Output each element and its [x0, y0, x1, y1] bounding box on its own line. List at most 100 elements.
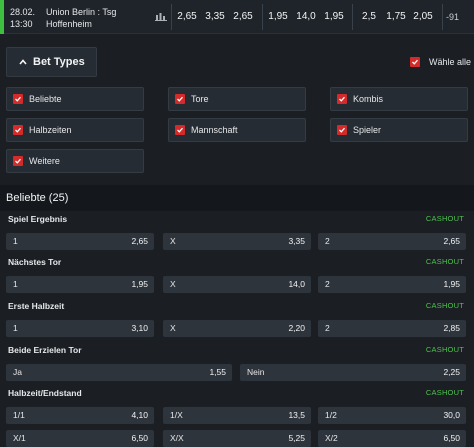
market-title: Halbzeit/Endstand	[8, 388, 82, 398]
bet-type-label: Halbzeiten	[29, 125, 72, 135]
market-title: Erste Halbzeit	[8, 301, 65, 311]
checkbox[interactable]	[175, 125, 185, 135]
divider	[171, 4, 172, 30]
bet-type-beliebte[interactable]: Beliebte	[6, 87, 144, 111]
odd-label: 1/1	[13, 410, 25, 420]
odd-1x2-home[interactable]: 2,65	[177, 11, 197, 22]
match-teams-line1: Union Berlin : Tsg	[46, 7, 117, 17]
odd-button[interactable]: X/1 6,50	[6, 430, 154, 447]
more-markets-count[interactable]: -91	[446, 12, 460, 22]
check-icon	[15, 96, 21, 102]
odd-label: Nein	[247, 367, 265, 377]
match-time: 13:30	[10, 19, 33, 29]
odd-dc-1[interactable]: 1,95	[268, 11, 288, 22]
bet-type-label: Tore	[191, 94, 209, 104]
bet-type-label: Mannschaft	[191, 125, 238, 135]
checkbox[interactable]	[13, 125, 23, 135]
odd-value: 1,55	[209, 367, 226, 377]
divider	[262, 4, 263, 30]
odd-label: 2	[325, 236, 330, 246]
odd-1x2-away[interactable]: 2,65	[233, 11, 253, 22]
odd-value: 3,35	[288, 236, 305, 246]
odd-button[interactable]: 2 1,95	[318, 276, 466, 293]
odd-label: X	[170, 236, 176, 246]
match-teams[interactable]: Union Berlin : Tsg Hoffenheim	[46, 6, 146, 30]
odd-label: X	[170, 323, 176, 333]
odd-button[interactable]: 1/X 13,5	[163, 407, 311, 424]
odd-value: 14,0	[288, 279, 305, 289]
odd-dc-2[interactable]: 14,0	[296, 11, 316, 22]
bet-type-halbzeiten[interactable]: Halbzeiten	[6, 118, 144, 142]
checkbox[interactable]	[337, 125, 347, 135]
odd-label: 2	[325, 279, 330, 289]
odd-button[interactable]: 1/2 30,0	[318, 407, 466, 424]
odd-ou-over[interactable]: 1,75	[386, 11, 406, 22]
odd-1x2-draw[interactable]: 3,35	[205, 11, 225, 22]
divider	[352, 4, 353, 30]
bet-type-tore[interactable]: Tore	[168, 87, 306, 111]
check-icon	[177, 96, 183, 102]
odd-label: 2	[325, 323, 330, 333]
live-accent-bar	[0, 0, 4, 34]
bet-type-label: Spieler	[353, 125, 382, 135]
odd-button[interactable]: 1/1 4,10	[6, 407, 154, 424]
bet-type-label: Weitere	[29, 156, 60, 166]
odd-value: 30,0	[443, 410, 460, 420]
match-datetime: 28.02. 13:30	[10, 6, 44, 30]
cashout-badge: CASHOUT	[425, 257, 464, 266]
section-header[interactable]: Beliebte (25)	[0, 185, 474, 211]
odd-button[interactable]: X 2,20	[163, 320, 311, 337]
odd-value: 1,95	[131, 279, 148, 289]
chevron-up-icon	[19, 59, 27, 65]
odd-value: 6,50	[443, 433, 460, 443]
market-title: Spiel Ergebnis	[8, 214, 68, 224]
section-title: Beliebte (25)	[6, 192, 69, 204]
odd-button[interactable]: 1 2,65	[6, 233, 154, 250]
check-icon	[177, 127, 183, 133]
bet-type-label: Beliebte	[29, 94, 62, 104]
odd-button[interactable]: 2 2,85	[318, 320, 466, 337]
odd-value: 2,65	[443, 236, 460, 246]
checkbox[interactable]	[337, 94, 347, 104]
odd-label: 1	[13, 323, 18, 333]
checkbox[interactable]	[13, 156, 23, 166]
checkbox[interactable]	[175, 94, 185, 104]
cashout-badge: CASHOUT	[425, 301, 464, 310]
odd-value: 5,25	[288, 433, 305, 443]
match-row[interactable]: 28.02. 13:30 Union Berlin : Tsg Hoffenhe…	[0, 0, 474, 34]
check-icon	[412, 59, 418, 65]
divider	[442, 4, 443, 30]
odd-button[interactable]: 1 1,95	[6, 276, 154, 293]
odd-button[interactable]: Nein 2,25	[240, 364, 466, 381]
select-all-label: Wähle alle	[429, 57, 472, 67]
odd-button[interactable]: X/2 6,50	[318, 430, 466, 447]
odd-value: 2,20	[288, 323, 305, 333]
bet-type-kombis[interactable]: Kombis	[330, 87, 468, 111]
market-title: Beide Erzielen Tor	[8, 345, 82, 355]
market-title: Nächstes Tor	[8, 257, 62, 267]
odd-ou-line[interactable]: 2,5	[362, 11, 376, 22]
stats-icon[interactable]	[155, 11, 167, 21]
odd-button[interactable]: X/X 5,25	[163, 430, 311, 447]
odd-button[interactable]: 1 3,10	[6, 320, 154, 337]
odd-ou-under[interactable]: 2,05	[413, 11, 433, 22]
bet-types-toggle[interactable]: Bet Types	[6, 47, 97, 77]
bet-type-spieler[interactable]: Spieler	[330, 118, 468, 142]
odd-value: 2,25	[443, 367, 460, 377]
select-all-checkbox[interactable]	[410, 57, 420, 67]
odd-label: X/X	[170, 433, 184, 443]
odd-button[interactable]: X 14,0	[163, 276, 311, 293]
odd-label: 1/X	[170, 410, 183, 420]
odd-button[interactable]: 2 2,65	[318, 233, 466, 250]
odd-label: Ja	[13, 367, 22, 377]
odd-button[interactable]: Ja 1,55	[6, 364, 232, 381]
check-icon	[339, 96, 345, 102]
odd-button[interactable]: X 3,35	[163, 233, 311, 250]
checkbox[interactable]	[13, 94, 23, 104]
odd-dc-3[interactable]: 1,95	[324, 11, 344, 22]
bet-type-mannschaft[interactable]: Mannschaft	[168, 118, 306, 142]
bet-type-weitere[interactable]: Weitere	[6, 149, 144, 173]
check-icon	[15, 158, 21, 164]
odd-value: 3,10	[131, 323, 148, 333]
odd-label: 1	[13, 279, 18, 289]
